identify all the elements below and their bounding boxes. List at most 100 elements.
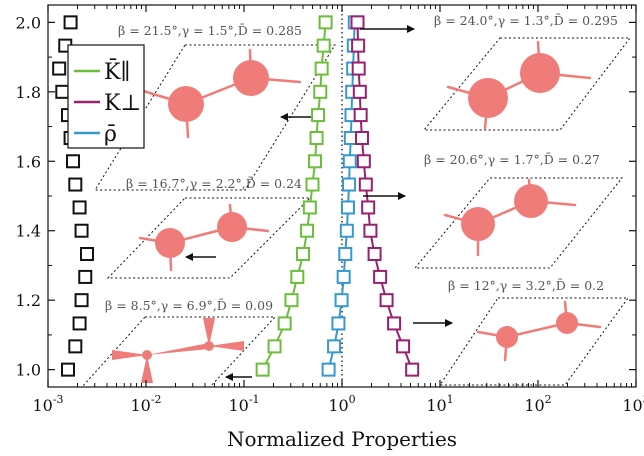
data-point-green (290, 269, 305, 284)
data-point-green (309, 131, 324, 146)
y-tick-label: 1.8 (16, 83, 41, 102)
data-point-purple (396, 339, 411, 354)
data-point-green (296, 246, 311, 261)
data-point-purple (373, 269, 388, 284)
data-point-purple (352, 84, 367, 99)
data-point-purple (355, 131, 370, 146)
y-tick-label: 1.6 (16, 152, 41, 171)
data-point-green (305, 177, 320, 192)
data-point-black (68, 339, 83, 354)
annotation-inset-4: β = 20.6°,γ = 1.7°,D̄ = 0.27 (424, 152, 600, 167)
data-point-black (74, 293, 89, 308)
data-point-purple (387, 316, 402, 331)
x-tick-label: 100 (328, 393, 355, 415)
inset-5-wedge (203, 318, 215, 346)
data-point-green (300, 223, 315, 238)
data-point-black (68, 177, 83, 192)
data-point-purple (361, 200, 376, 215)
data-point-purple (363, 223, 378, 238)
data-point-green (311, 108, 326, 123)
annotation-inset-6: β = 12°,γ = 3.2°,D̄ = 0.2 (448, 278, 604, 293)
data-point-blue (334, 293, 349, 308)
data-point-blue (340, 200, 355, 215)
data-point-purple (367, 246, 382, 261)
inset-5-wedge (112, 350, 147, 360)
data-point-purple (351, 61, 366, 76)
y-tick-label: 2.0 (16, 13, 41, 32)
y-tick-label: 1.4 (16, 222, 41, 241)
inset-4-atom (514, 184, 548, 218)
x-tick-label: 103 (622, 393, 644, 415)
legend-label-rho: ρ̄ (104, 122, 117, 147)
data-point-blue (338, 246, 353, 261)
data-point-green (307, 154, 322, 169)
y-tick-label: 1.2 (16, 291, 41, 310)
data-point-purple (379, 293, 394, 308)
data-point-black (79, 246, 94, 261)
annotations: β = 21.5°,γ = 1.5°,D̄ = 0.285 β = 24.0°,… (105, 13, 618, 313)
y-tick-label: 1.0 (16, 361, 41, 380)
data-point-purple (350, 15, 365, 30)
inset-3-cell (106, 197, 312, 279)
data-point-blue (327, 339, 342, 354)
inset-5-atom (142, 350, 152, 360)
inset-6-atom (556, 312, 578, 334)
data-point-purple (351, 38, 366, 53)
data-point-blue (321, 362, 336, 377)
data-point-black (55, 84, 70, 99)
data-point-black (74, 223, 89, 238)
data-point-green (255, 362, 270, 377)
data-point-black (63, 15, 78, 30)
data-point-green (277, 316, 292, 331)
data-point-black (78, 269, 93, 284)
data-point-blue (336, 269, 351, 284)
data-point-blue (342, 177, 357, 192)
inset-5-wedge (209, 341, 244, 351)
data-point-green (314, 61, 329, 76)
data-point-green (267, 339, 282, 354)
arrows (185, 25, 453, 381)
data-point-blue (331, 316, 346, 331)
x-tick-label: 10-1 (228, 393, 259, 415)
data-point-green (316, 38, 331, 53)
inset-1-atom (233, 60, 269, 96)
data-point-blue (342, 154, 357, 169)
data-point-blue (339, 223, 354, 238)
annotation-inset-2: β = 24.0°,γ = 1.3°,D̄ = 0.295 (434, 13, 618, 28)
inset-6-cell (439, 297, 629, 386)
legend-label-k-perp: K⊥ (104, 91, 141, 116)
inset-5-atom (204, 341, 214, 351)
marker-layer (52, 15, 420, 377)
inset-6-atom (496, 326, 518, 348)
inset-5-wedge (147, 343, 209, 355)
inset-5-wedge (141, 355, 153, 383)
x-axis-label: Normalized Properties (227, 427, 457, 451)
inset-3-atom (217, 212, 247, 242)
data-point-black (61, 362, 76, 377)
data-point-purple (358, 177, 373, 192)
legend: K̄∥ K⊥ ρ̄ (67, 44, 145, 149)
legend-box (67, 44, 145, 149)
data-point-purple (353, 108, 368, 123)
x-tick-label: 10-2 (130, 393, 161, 415)
inset-2-atom (520, 53, 560, 93)
data-point-black (72, 200, 87, 215)
inset-3-atom (155, 228, 185, 258)
fit-line-blue (327, 22, 356, 370)
annotation-inset-3: β = 16.7°,γ = 2.2°,D̄ = 0.24 (126, 176, 302, 191)
data-point-green (284, 293, 299, 308)
x-tick-label: 102 (524, 393, 551, 415)
data-point-green (318, 15, 333, 30)
fit-line-green (261, 22, 327, 371)
data-point-black (72, 316, 87, 331)
x-tick-label: 10-3 (32, 393, 63, 415)
inset-4-atom (461, 207, 495, 241)
legend-label-k-parallel: K̄∥ (104, 58, 131, 85)
data-point-black (66, 154, 81, 169)
annotation-inset-1: β = 21.5°,γ = 1.5°,D̄ = 0.285 (118, 23, 302, 38)
x-tick-label: 101 (426, 393, 453, 415)
inset-2-cell (422, 37, 632, 131)
data-point-green (313, 84, 328, 99)
data-point-green (302, 200, 317, 215)
